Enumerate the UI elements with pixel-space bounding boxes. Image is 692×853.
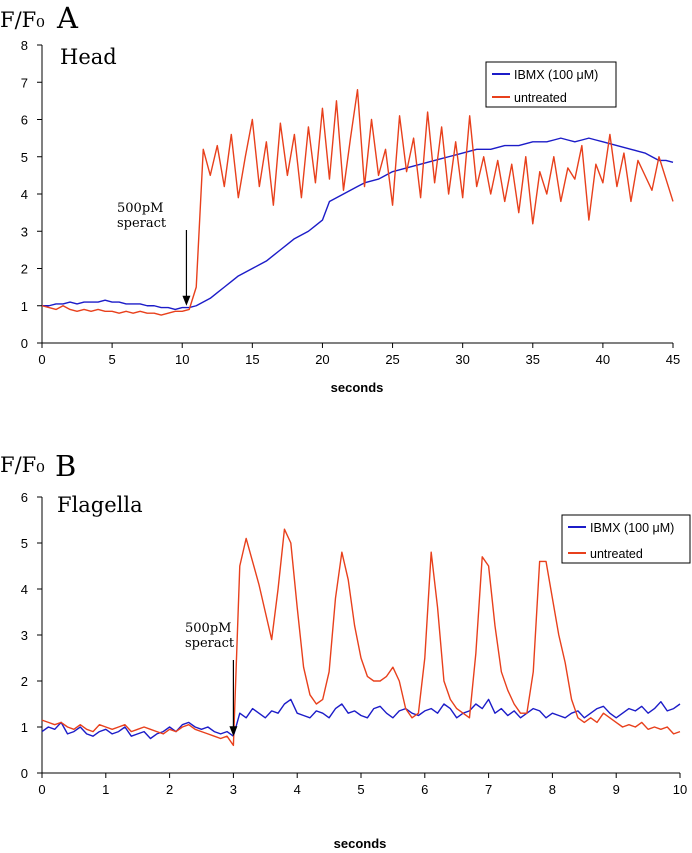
data-line bbox=[41, 698, 681, 740]
x-tick-label: 0 bbox=[38, 782, 45, 797]
x-tick-label: 2 bbox=[166, 782, 173, 797]
legend-label: untreated bbox=[514, 91, 567, 105]
y-tick-label: 5 bbox=[21, 150, 28, 165]
y-tick-label: 1 bbox=[21, 299, 28, 314]
x-tick-label: 10 bbox=[673, 782, 687, 797]
legend-label: IBMX (100 μM) bbox=[514, 68, 598, 82]
x-axis-label: seconds bbox=[334, 836, 387, 851]
arrow-head bbox=[182, 295, 191, 306]
x-tick-label: 20 bbox=[315, 352, 329, 367]
region-label: Flagella bbox=[57, 493, 143, 517]
y-axis-label: F/F₀ bbox=[0, 8, 45, 32]
panel-label: B bbox=[55, 449, 76, 483]
y-tick-label: 5 bbox=[21, 536, 28, 551]
x-tick-label: 25 bbox=[385, 352, 399, 367]
legend-label: IBMX (100 μM) bbox=[590, 521, 674, 535]
annotation-text: 500pM bbox=[185, 621, 231, 636]
x-tick-label: 6 bbox=[421, 782, 428, 797]
annotation-text: speract bbox=[117, 216, 167, 231]
y-tick-label: 3 bbox=[21, 224, 28, 239]
x-tick-label: 1 bbox=[102, 782, 109, 797]
x-tick-label: 5 bbox=[108, 352, 115, 367]
arrow-head bbox=[229, 726, 238, 737]
annotation-text: speract bbox=[185, 636, 235, 651]
x-tick-label: 0 bbox=[38, 352, 45, 367]
x-tick-label: 45 bbox=[666, 352, 680, 367]
y-axis-label: F/F₀ bbox=[0, 453, 45, 477]
legend-box bbox=[561, 514, 691, 564]
y-tick-label: 4 bbox=[21, 187, 28, 202]
x-tick-label: 15 bbox=[245, 352, 259, 367]
x-tick-label: 10 bbox=[175, 352, 189, 367]
data-line bbox=[41, 528, 681, 747]
x-tick-label: 35 bbox=[526, 352, 540, 367]
y-tick-label: 2 bbox=[21, 674, 28, 689]
x-tick-label: 3 bbox=[230, 782, 237, 797]
x-tick-label: 40 bbox=[596, 352, 610, 367]
y-tick-label: 3 bbox=[21, 628, 28, 643]
legend: IBMX (100 μM) untreated bbox=[485, 61, 617, 108]
y-tick-label: 6 bbox=[21, 113, 28, 128]
legend-label: untreated bbox=[590, 547, 643, 561]
y-tick-label: 4 bbox=[21, 582, 28, 597]
annotation-text: 500pM bbox=[117, 201, 163, 216]
legend-box bbox=[485, 61, 617, 108]
data-line bbox=[41, 89, 674, 316]
data-line bbox=[42, 137, 674, 311]
x-tick-label: 4 bbox=[294, 782, 301, 797]
panel: 0 1 2 3 4 5 6 0 1 2 3 4 5 6 7 8 9 10 F/F₀ B Flagella seconds 5… bbox=[0, 449, 691, 851]
region-label: Head bbox=[60, 45, 117, 69]
x-tick-label: 5 bbox=[357, 782, 364, 797]
y-tick-label: 2 bbox=[21, 262, 28, 277]
legend: IBMX (100 μM) untreated bbox=[561, 514, 691, 564]
panel-label: A bbox=[56, 1, 79, 35]
y-tick-label: 0 bbox=[21, 336, 28, 351]
x-axis-label: seconds bbox=[331, 380, 384, 395]
x-tick-label: 30 bbox=[455, 352, 469, 367]
y-tick-label: 0 bbox=[21, 766, 28, 781]
y-tick-label: 8 bbox=[21, 38, 28, 53]
x-tick-label: 7 bbox=[485, 782, 492, 797]
y-tick-label: 1 bbox=[21, 720, 28, 735]
y-tick-label: 7 bbox=[21, 75, 28, 90]
y-tick-label: 6 bbox=[21, 490, 28, 505]
x-tick-label: 9 bbox=[613, 782, 620, 797]
x-tick-label: 8 bbox=[549, 782, 556, 797]
